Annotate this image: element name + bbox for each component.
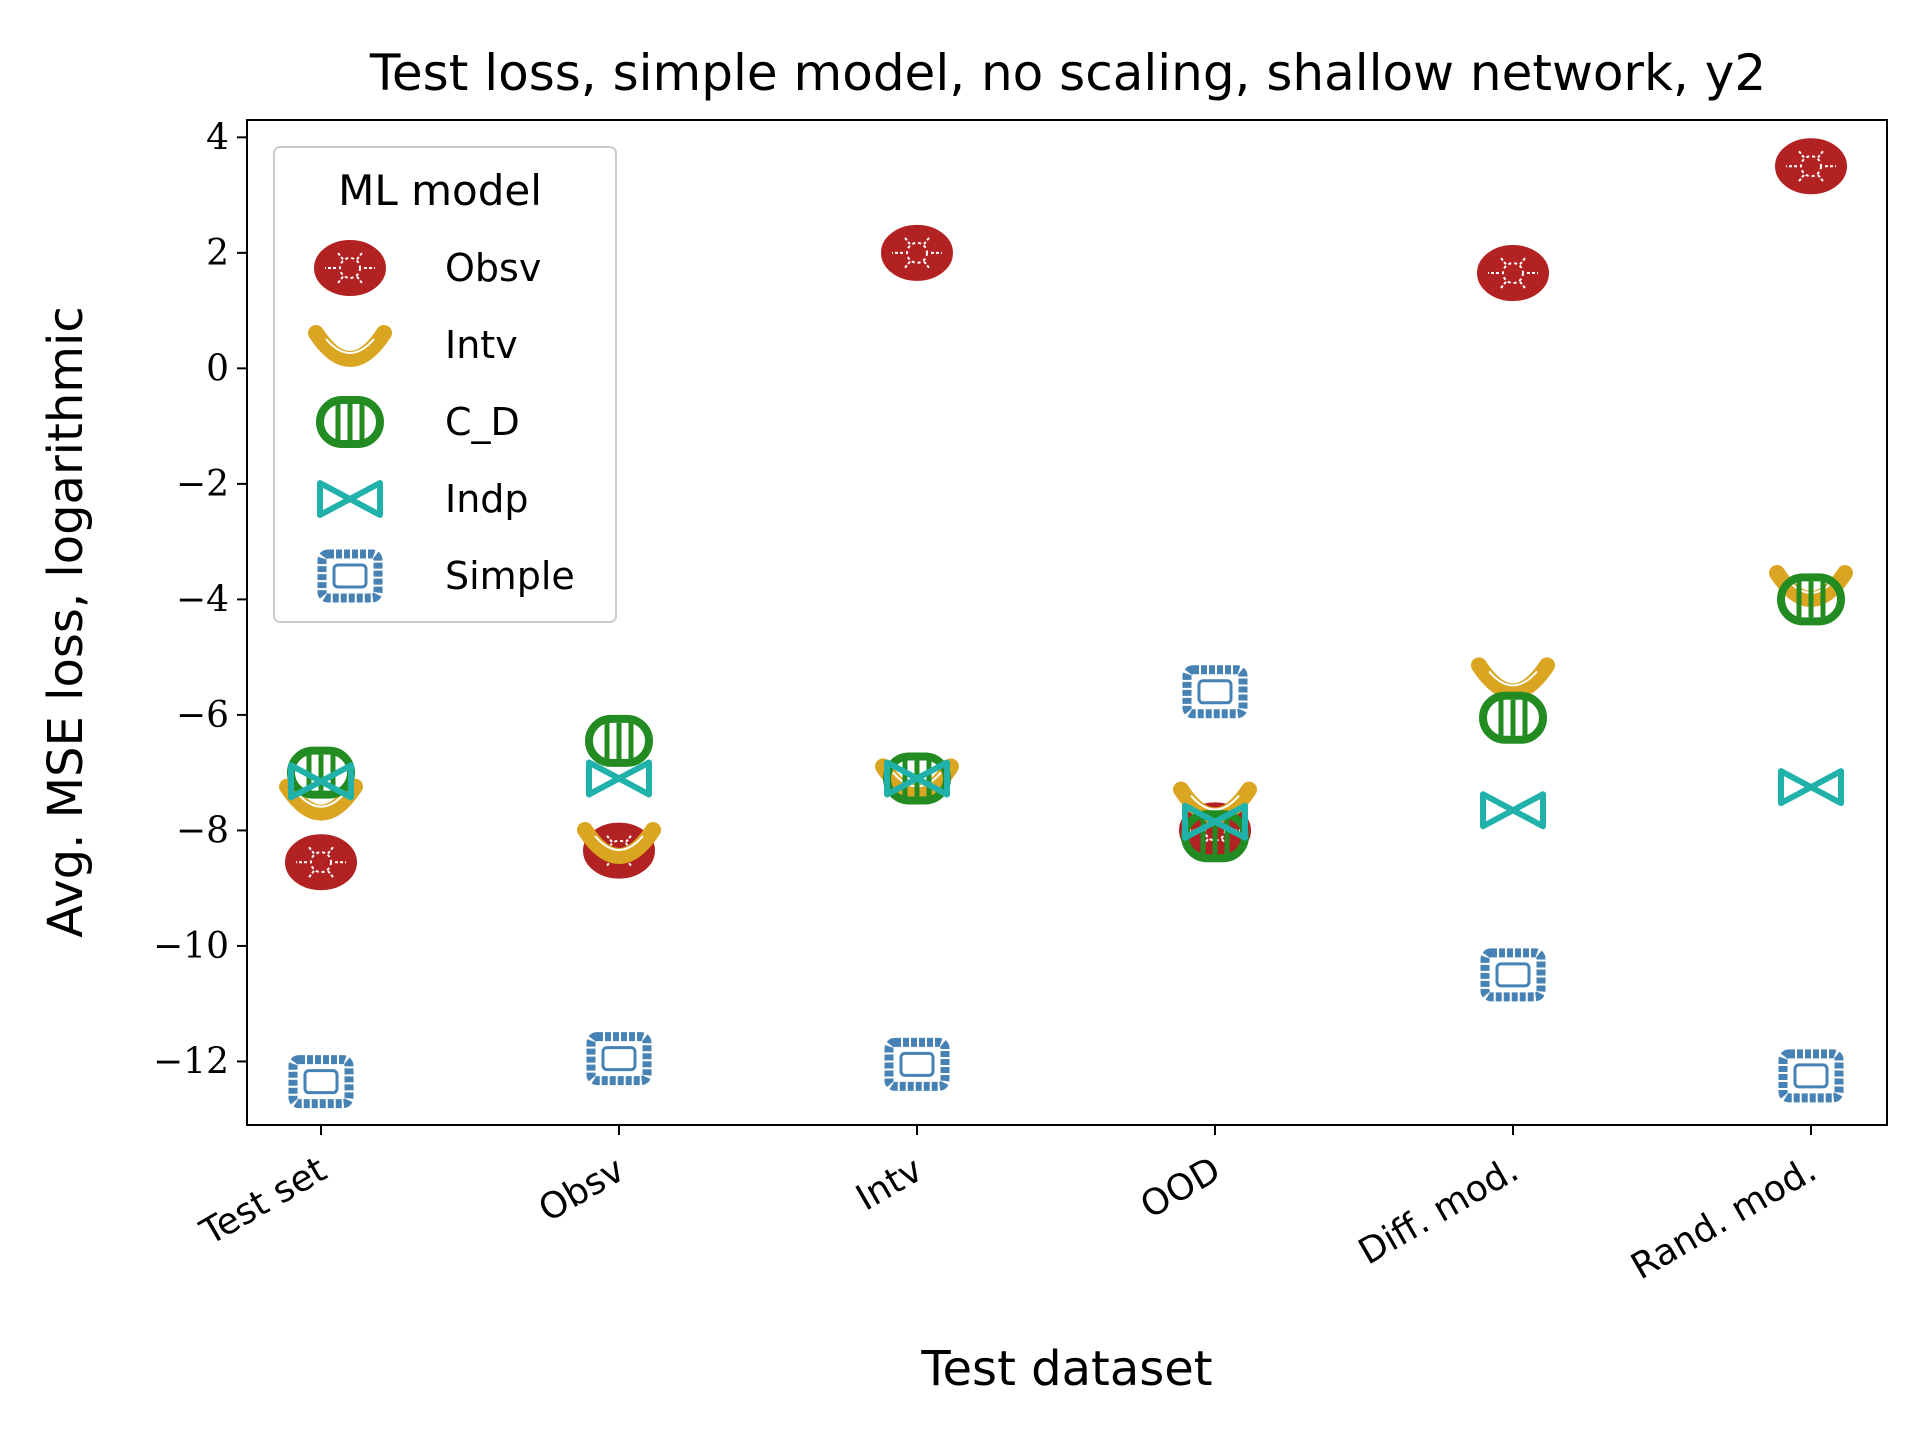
y-tick-label: −12 bbox=[153, 1041, 229, 1082]
legend-item: Obsv bbox=[314, 240, 541, 296]
point-obsv-5 bbox=[1775, 138, 1847, 195]
point-indp-2 bbox=[884, 759, 950, 798]
y-tick-label: 0 bbox=[206, 348, 229, 389]
legend: ML model Obsv Intv C_D Indp Simple bbox=[273, 146, 617, 623]
legend-label: Intv bbox=[445, 323, 518, 367]
point-c-d-4 bbox=[1479, 691, 1547, 744]
point-c-d-5 bbox=[1777, 573, 1845, 626]
chart-title: Test loss, simple model, no scaling, sha… bbox=[369, 44, 1766, 102]
x-axis-label: Test dataset bbox=[920, 1341, 1212, 1397]
point-c-d-1 bbox=[585, 714, 653, 767]
plot-area bbox=[246, 119, 1888, 1126]
legend-label: Simple bbox=[445, 554, 575, 598]
point-intv-4 bbox=[1471, 657, 1555, 700]
point-intv-1 bbox=[577, 821, 661, 864]
legend-label: Obsv bbox=[445, 246, 541, 290]
point-simple-2 bbox=[884, 1037, 950, 1091]
point-simple-5 bbox=[1778, 1049, 1844, 1103]
point-simple-1 bbox=[586, 1032, 652, 1086]
y-tick-label: −2 bbox=[176, 464, 229, 505]
legend-item: Intv bbox=[308, 323, 518, 367]
legend-item: C_D bbox=[316, 396, 520, 448]
y-tick-label: 4 bbox=[206, 117, 229, 158]
x-tick-label: Intv bbox=[849, 1149, 929, 1219]
legend-item: Simple bbox=[317, 549, 575, 603]
point-indp-3 bbox=[1182, 802, 1248, 841]
legend-marker bbox=[308, 325, 392, 367]
point-obsv-4 bbox=[1477, 245, 1549, 302]
x-axis: Test set Obsv Intv OOD Diff. mod. Rand. mod. bbox=[193, 1125, 1824, 1288]
legend-marker bbox=[316, 396, 384, 448]
x-tick-label: Obsv bbox=[532, 1149, 632, 1230]
point-simple-3 bbox=[1182, 665, 1248, 719]
legend-marker bbox=[314, 240, 386, 296]
x-tick-label: Rand. mod. bbox=[1624, 1149, 1823, 1288]
y-axis: 4 2 0 −2 −4 −6 −8 −10 −12 bbox=[153, 117, 247, 1082]
y-tick-label: 2 bbox=[206, 233, 229, 274]
legend-title: ML model bbox=[338, 166, 542, 215]
legend-label: Indp bbox=[445, 477, 529, 521]
point-indp-5 bbox=[1778, 768, 1844, 807]
legend-marker bbox=[317, 549, 383, 603]
point-obsv-0 bbox=[285, 834, 357, 891]
legend-label: C_D bbox=[445, 400, 520, 444]
legend-marker bbox=[317, 480, 383, 518]
x-tick-label: Test set bbox=[193, 1149, 333, 1254]
point-simple-0 bbox=[288, 1055, 354, 1109]
point-simple-4 bbox=[1480, 948, 1546, 1002]
y-tick-label: −4 bbox=[176, 579, 229, 620]
data-points bbox=[279, 138, 1853, 1109]
x-tick-label: Diff. mod. bbox=[1352, 1149, 1526, 1273]
y-tick-label: −8 bbox=[176, 810, 229, 851]
y-tick-label: −6 bbox=[176, 695, 229, 736]
point-indp-1 bbox=[586, 759, 652, 798]
legend-item: Indp bbox=[317, 477, 529, 521]
point-indp-4 bbox=[1480, 791, 1546, 830]
point-obsv-2 bbox=[881, 224, 953, 281]
x-tick-label: OOD bbox=[1134, 1149, 1228, 1227]
point-indp-0 bbox=[288, 762, 354, 801]
y-tick-label: −10 bbox=[153, 926, 229, 967]
y-axis-label: Avg. MSE loss, logarithmic bbox=[38, 306, 94, 938]
